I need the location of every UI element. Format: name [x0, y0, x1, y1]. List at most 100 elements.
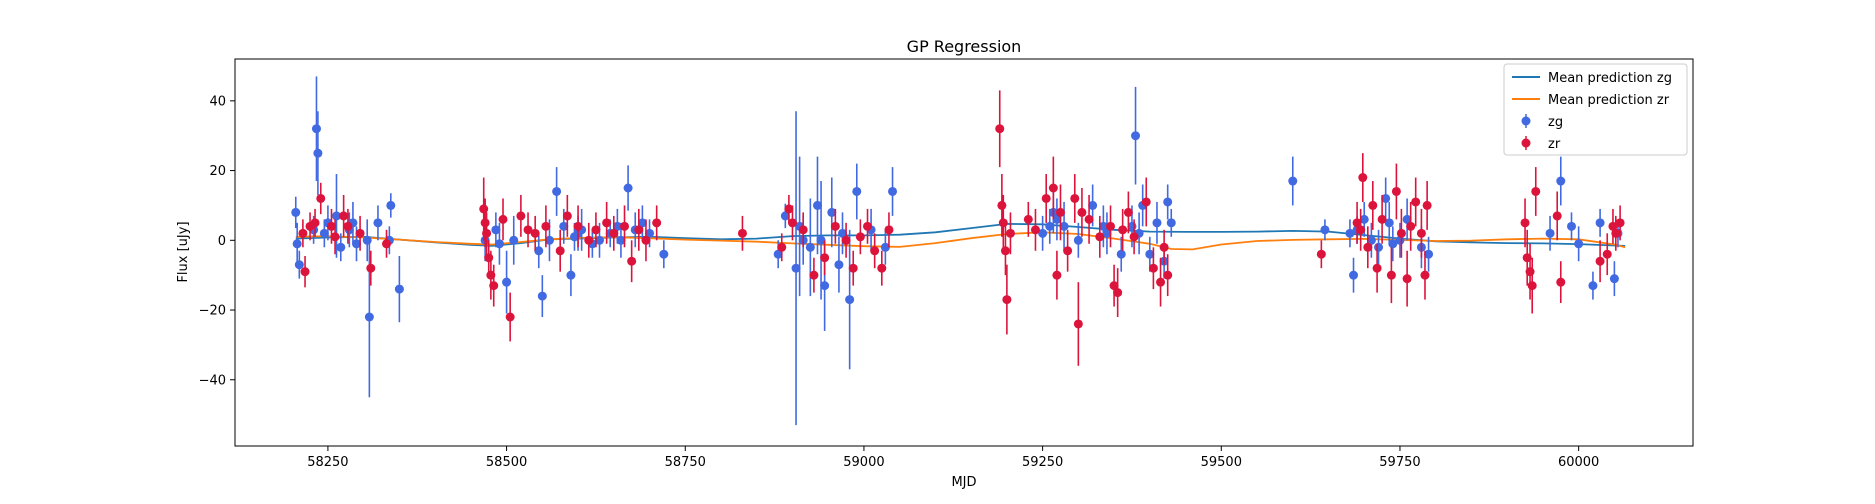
data-point-zr — [1406, 221, 1416, 231]
data-point-zg — [1424, 249, 1434, 259]
data-point-zg — [645, 228, 655, 238]
legend-label-zg-line: Mean prediction zg — [1548, 71, 1672, 86]
data-point-zg — [820, 281, 830, 291]
data-point-zg — [1145, 249, 1155, 259]
data-point-zg — [1359, 214, 1369, 224]
data-point-zg — [373, 218, 383, 228]
data-point-zr — [326, 221, 336, 231]
data-point-zr — [652, 218, 662, 228]
data-point-zr — [1368, 200, 1378, 210]
data-point-zr — [1113, 288, 1123, 298]
data-point-zg — [1163, 197, 1173, 207]
y-tick-label: 40 — [209, 94, 226, 109]
data-point-zr — [1005, 228, 1015, 238]
data-point-zr — [634, 225, 644, 235]
data-point-zg — [1609, 274, 1619, 284]
data-point-zr — [1109, 281, 1119, 291]
data-point-zr — [498, 214, 508, 224]
data-point-zg — [773, 249, 783, 259]
data-point-zg — [1395, 235, 1405, 245]
data-point-zr — [1141, 197, 1151, 207]
data-point-zr — [627, 256, 637, 266]
data-point-zg — [1166, 218, 1176, 228]
x-tick-label: 58500 — [486, 455, 527, 470]
data-point-zg — [491, 225, 501, 235]
data-point-zr — [641, 235, 651, 245]
data-point-zr — [1063, 246, 1073, 256]
data-point-zr — [310, 218, 320, 228]
data-point-zr — [480, 218, 490, 228]
data-point-zr — [1356, 225, 1366, 235]
data-point-zr — [737, 228, 747, 238]
x-tick-label: 59000 — [843, 455, 884, 470]
data-point-zr — [1163, 270, 1173, 280]
data-point-zg — [637, 218, 647, 228]
data-point-zg — [1088, 200, 1098, 210]
data-point-zg — [559, 221, 569, 231]
data-point-zr — [339, 211, 349, 221]
data-point-zg — [880, 242, 890, 252]
data-point-zr — [355, 228, 365, 238]
data-point-zr — [1363, 242, 1373, 252]
data-point-zg — [1131, 131, 1141, 141]
data-point-zr — [298, 228, 308, 238]
data-point-zr — [1055, 207, 1065, 217]
data-point-zr — [1531, 186, 1541, 196]
data-point-zr — [1129, 232, 1139, 242]
data-point-zg — [362, 235, 372, 245]
data-point-zr — [798, 225, 808, 235]
data-point-zr — [855, 232, 865, 242]
data-point-zr — [1159, 242, 1169, 252]
data-point-zr — [870, 246, 880, 256]
data-point-zr — [489, 281, 499, 291]
legend: Mean prediction zg Mean prediction zr zg… — [1503, 63, 1688, 156]
data-point-zr — [1002, 295, 1012, 305]
data-point-zg — [1116, 249, 1126, 259]
data-point-zr — [555, 246, 565, 256]
data-point-zg — [1345, 228, 1355, 238]
data-point-zr — [1602, 249, 1612, 259]
data-point-zg — [336, 242, 346, 252]
data-point-zr — [620, 221, 630, 231]
data-point-zr — [1070, 193, 1080, 203]
data-point-zr — [316, 193, 326, 203]
data-point-zg — [616, 235, 626, 245]
data-point-zr — [1420, 270, 1430, 280]
legend-swatch-zg-marker — [1521, 116, 1531, 126]
plot-frame — [234, 58, 1694, 447]
data-point-zr — [591, 225, 601, 235]
x-axis-label: MJD — [951, 475, 976, 490]
data-point-zg — [1374, 242, 1384, 252]
data-point-zg — [1038, 228, 1048, 238]
legend-label-zr: zr — [1548, 137, 1561, 152]
data-point-zr — [884, 225, 894, 235]
data-point-zr — [602, 218, 612, 228]
y-tick-label: −40 — [199, 373, 226, 388]
data-point-zg — [1588, 281, 1598, 291]
data-point-zr — [1615, 218, 1625, 228]
data-point-zg — [1381, 193, 1391, 203]
data-point-zg — [888, 186, 898, 196]
data-point-zg — [502, 277, 512, 287]
data-point-zr — [584, 235, 594, 245]
data-point-zg — [834, 260, 844, 270]
data-point-zr — [1084, 214, 1094, 224]
data-point-zg — [509, 235, 519, 245]
data-point-zg — [780, 211, 790, 221]
data-point-zg — [838, 228, 847, 238]
x-tick-label: 58750 — [665, 455, 706, 470]
data-point-zr — [784, 204, 794, 214]
data-point-zg — [827, 207, 837, 217]
data-point-zr — [998, 218, 1008, 228]
data-point-zg — [816, 235, 826, 245]
data-point-zg — [1288, 176, 1298, 186]
data-point-zr — [530, 228, 540, 238]
data-point-zr — [1525, 267, 1535, 277]
data-point-zg — [1388, 239, 1398, 249]
legend-label-zr-line: Mean prediction zr — [1548, 93, 1670, 108]
data-point-zr — [777, 242, 787, 252]
x-tick-label: 59250 — [1022, 455, 1063, 470]
data-point-zr — [1552, 211, 1562, 221]
data-point-zr — [479, 204, 489, 214]
